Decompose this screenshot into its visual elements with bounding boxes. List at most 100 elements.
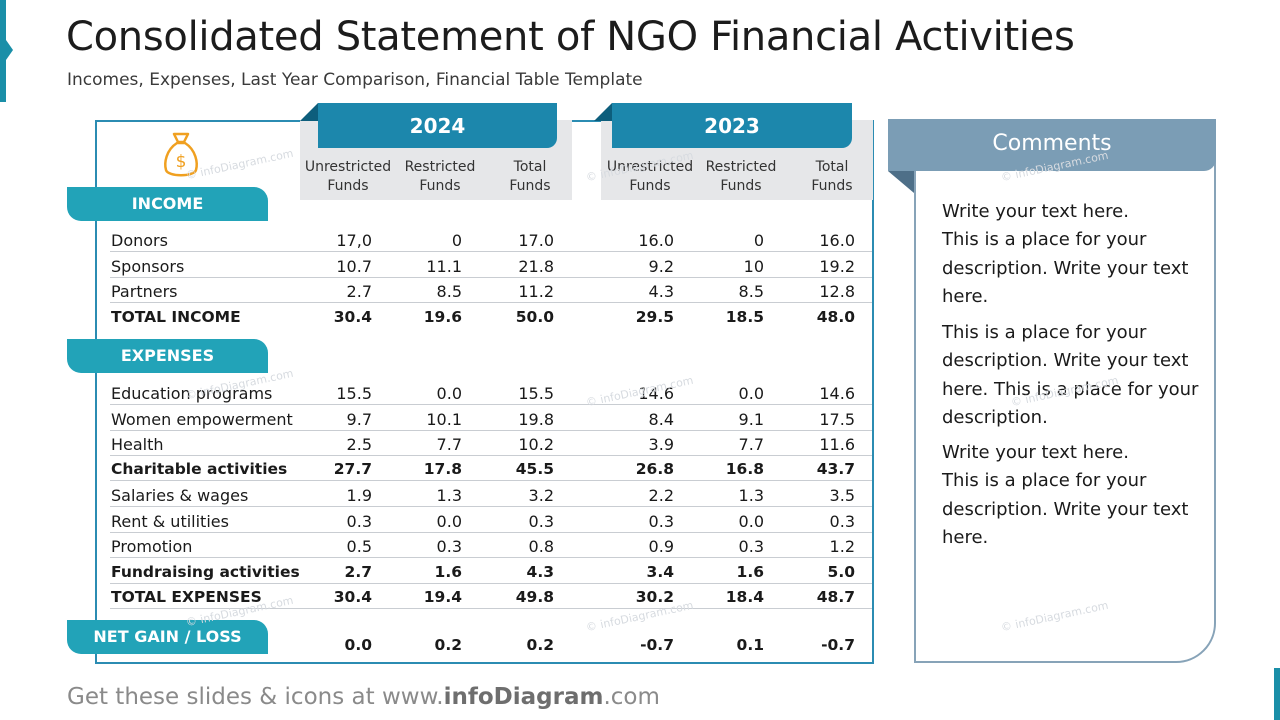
cell-value: 0.2 bbox=[526, 636, 554, 654]
section-tab-income: INCOME bbox=[67, 187, 268, 221]
cell-value: -0.7 bbox=[640, 636, 674, 654]
cell-value: 2.7 bbox=[344, 563, 372, 581]
cell-value: 2.7 bbox=[346, 282, 372, 301]
cell-value: 48.0 bbox=[816, 308, 855, 326]
cell-value: 45.5 bbox=[515, 460, 554, 478]
footer-prefix: Get these slides & icons at www. bbox=[67, 684, 444, 710]
table-row: Sponsors 10.7 11.1 21.8 9.2 10 19.2 bbox=[110, 252, 872, 278]
comment-line: description. bbox=[942, 406, 1048, 428]
cell-value: 0.3 bbox=[346, 512, 372, 531]
cell-value: 11.1 bbox=[426, 257, 462, 276]
cell-value: 3.4 bbox=[646, 563, 674, 581]
cell-value: 0.2 bbox=[434, 636, 462, 654]
comment-line: This is a place for your bbox=[942, 470, 1147, 492]
cell-value: 18.4 bbox=[725, 588, 764, 606]
comment-line: Write your text here. bbox=[942, 442, 1129, 463]
cell-value: 7.7 bbox=[738, 435, 764, 454]
row-label: Sponsors bbox=[111, 257, 185, 276]
column-header: Total Funds bbox=[480, 158, 580, 196]
section-tab-expenses: EXPENSES bbox=[67, 339, 268, 373]
cell-value: 0 bbox=[753, 231, 764, 250]
table-row: Rent & utilities 0.3 0.0 0.3 0.3 0.0 0.3 bbox=[110, 507, 872, 533]
footer-promo: Get these slides & icons at www.infoDiag… bbox=[67, 684, 660, 710]
cell-value: 16.8 bbox=[725, 460, 764, 478]
column-header-line: Unrestricted bbox=[304, 159, 392, 175]
column-header-line: Total bbox=[513, 159, 547, 175]
cell-value: 14.6 bbox=[819, 384, 855, 403]
cell-value: 12.8 bbox=[819, 282, 855, 301]
row-label: Health bbox=[111, 435, 164, 454]
comment-line: Write your text here. bbox=[942, 201, 1129, 222]
comments-title: Comments bbox=[888, 119, 1216, 171]
table-row: Partners 2.7 8.5 11.2 4.3 8.5 12.8 bbox=[110, 277, 872, 303]
column-header-line: Restricted bbox=[404, 159, 476, 175]
cell-value: 19.8 bbox=[518, 410, 554, 429]
cell-value: 27.7 bbox=[333, 460, 372, 478]
cell-value: 11.2 bbox=[518, 282, 554, 301]
cell-value: 16.0 bbox=[819, 231, 855, 250]
row-label: Partners bbox=[111, 282, 178, 301]
cell-value: 3.9 bbox=[648, 435, 674, 454]
column-header: Unrestricted Funds bbox=[600, 158, 700, 196]
cell-value: 0.1 bbox=[736, 636, 764, 654]
comment-line: description. Write your text bbox=[942, 257, 1189, 279]
cell-value: 9.7 bbox=[346, 410, 372, 429]
column-header: Restricted Funds bbox=[691, 158, 791, 196]
page-subtitle: Incomes, Expenses, Last Year Comparison,… bbox=[67, 70, 643, 90]
comment-paragraph: Write your text here. This is a place for… bbox=[942, 198, 1202, 311]
footer-suffix: .com bbox=[603, 684, 660, 710]
table-row: Fundraising activities 2.7 1.6 4.3 3.4 1.6 5.0 bbox=[110, 558, 872, 584]
cell-value: 0.0 bbox=[436, 384, 462, 403]
cell-value: 19.6 bbox=[423, 308, 462, 326]
cell-value: 5.0 bbox=[827, 563, 855, 581]
cell-value: 0.3 bbox=[648, 512, 674, 531]
cell-value: 17.8 bbox=[423, 460, 462, 478]
table-row: Salaries & wages 1.9 1.3 3.2 2.2 1.3 3.5 bbox=[110, 481, 872, 507]
cell-value: 0.3 bbox=[738, 537, 764, 556]
column-header-line: Funds bbox=[419, 178, 461, 194]
cell-value: 1.3 bbox=[738, 486, 764, 505]
cell-value: 48.7 bbox=[816, 588, 855, 606]
cell-value: 7.7 bbox=[436, 435, 462, 454]
cell-value: 17.0 bbox=[518, 231, 554, 250]
cell-value: 0 bbox=[451, 231, 462, 250]
cell-value: 0.3 bbox=[528, 512, 554, 531]
table-row: Promotion 0.5 0.3 0.8 0.9 0.3 1.2 bbox=[110, 532, 872, 558]
right-accent-bar bbox=[1274, 668, 1280, 720]
cell-value: 2.5 bbox=[346, 435, 372, 454]
cell-value: 1.9 bbox=[346, 486, 372, 505]
comment-paragraph: Write your text here. This is a place for… bbox=[942, 439, 1202, 552]
comment-line: description. Write your text bbox=[942, 498, 1189, 520]
table-row: TOTAL INCOME 30.4 19.6 50.0 29.5 18.5 48.0 bbox=[110, 303, 872, 329]
year-tab-fold bbox=[300, 103, 318, 121]
table-row: Health 2.5 7.7 10.2 3.9 7.7 11.6 bbox=[110, 430, 872, 456]
cell-value: 26.8 bbox=[635, 460, 674, 478]
cell-value: 8.4 bbox=[648, 410, 674, 429]
table-row: Education programs 15.5 0.0 15.5 14.6 0.0 14.6 bbox=[110, 379, 872, 405]
comment-paragraph: This is a place for your description. Wri… bbox=[942, 319, 1202, 432]
column-header-line: Funds bbox=[509, 178, 551, 194]
column-header: Restricted Funds bbox=[390, 158, 490, 196]
cell-value: 0.8 bbox=[528, 537, 554, 556]
cell-value: 14.6 bbox=[638, 384, 674, 403]
year-tab-2023: 2023 bbox=[612, 103, 852, 148]
comment-line: here. bbox=[942, 285, 989, 307]
comment-line: description. Write your text bbox=[942, 350, 1189, 372]
left-accent-bar bbox=[0, 0, 6, 102]
cell-value: 0.0 bbox=[738, 384, 764, 403]
row-label: TOTAL INCOME bbox=[111, 308, 241, 326]
cell-value: 30.2 bbox=[635, 588, 674, 606]
row-label: Rent & utilities bbox=[111, 512, 229, 531]
column-header-line: Funds bbox=[720, 178, 762, 194]
cell-value: 10.2 bbox=[518, 435, 554, 454]
cell-value: 49.8 bbox=[515, 588, 554, 606]
cell-value: 1.6 bbox=[434, 563, 462, 581]
comment-line: here. bbox=[942, 526, 989, 548]
table-row: TOTAL EXPENSES 30.4 19.4 49.8 30.2 18.4 48.7 bbox=[110, 583, 872, 609]
cell-value: 10.7 bbox=[336, 257, 372, 276]
money-bag-icon: $ bbox=[164, 132, 198, 177]
year-tab-fold bbox=[594, 103, 612, 121]
cell-value: 9.2 bbox=[648, 257, 674, 276]
table-row: Donors 17,0 0 17.0 16.0 0 16.0 bbox=[110, 226, 872, 252]
comment-line: This is a place for your bbox=[942, 229, 1147, 251]
